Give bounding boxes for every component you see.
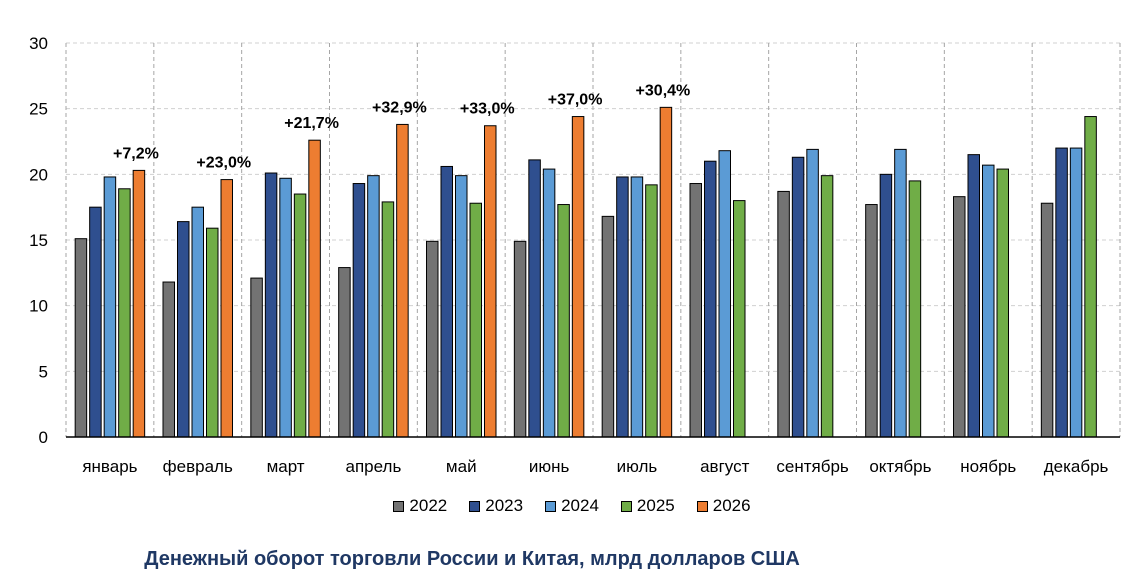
y-tick-label: 30 <box>29 34 48 53</box>
legend-swatch <box>393 500 405 512</box>
bar <box>440 165 453 438</box>
bar <box>571 116 585 438</box>
x-tick-label: январь <box>82 457 137 476</box>
bar <box>704 160 717 438</box>
bar <box>879 173 893 438</box>
x-tick-label: март <box>267 457 305 476</box>
bar <box>396 123 409 438</box>
x-tick-label: август <box>700 457 749 476</box>
data-annotation: +30,4% <box>636 82 691 99</box>
bar <box>1069 147 1083 438</box>
bar <box>557 204 570 438</box>
bar <box>689 183 702 438</box>
bar <box>1055 147 1068 438</box>
legend: 2022 2023 2024 2025 2026 <box>0 494 1144 518</box>
data-annotation: +21,7% <box>284 115 339 132</box>
legend-item: 2025 <box>620 496 675 516</box>
legend-item: 2022 <box>393 496 447 516</box>
bar <box>484 125 497 438</box>
data-annotation: +33,0% <box>460 101 515 118</box>
bar <box>967 154 980 438</box>
legend-label: 2023 <box>485 496 524 515</box>
bar <box>191 206 204 438</box>
bar <box>733 200 746 438</box>
legend-label: 2022 <box>409 496 448 515</box>
x-tick-label: ноябрь <box>960 457 1016 476</box>
bar <box>718 150 731 438</box>
bar <box>279 177 292 438</box>
bar <box>645 184 658 438</box>
legend-swatch <box>469 500 481 512</box>
bar <box>1040 202 1054 438</box>
bar <box>308 139 321 438</box>
y-tick-label: 15 <box>29 231 48 250</box>
legend-label: 2024 <box>561 496 599 515</box>
bar <box>250 277 263 438</box>
data-annotation: +32,9% <box>372 99 427 116</box>
bar <box>352 183 366 438</box>
bar <box>542 168 556 438</box>
bar <box>791 156 805 438</box>
bar <box>894 148 907 438</box>
bar <box>982 164 995 438</box>
bar <box>953 196 966 438</box>
x-tick-label: июль <box>617 457 658 476</box>
y-tick-label: 10 <box>29 297 48 316</box>
bar <box>426 240 439 438</box>
legend-item: 2024 <box>545 496 599 516</box>
x-tick-label: сентябрь <box>776 457 849 476</box>
bar <box>367 175 380 438</box>
y-tick-label: 20 <box>29 165 48 184</box>
bar <box>616 176 629 438</box>
bar <box>103 176 117 438</box>
bar <box>865 204 878 438</box>
bar <box>220 179 233 438</box>
bar <box>601 215 615 438</box>
legend-swatch <box>545 500 557 512</box>
bar <box>806 148 819 438</box>
x-tick-label: февраль <box>163 457 233 476</box>
bar <box>528 159 541 438</box>
y-tick-label: 0 <box>39 428 48 447</box>
bar <box>206 227 219 438</box>
x-tick-label: июнь <box>529 457 570 476</box>
bar <box>630 176 644 438</box>
bar <box>293 193 307 438</box>
x-tick-label: апрель <box>346 457 402 476</box>
legend-item: 2023 <box>469 496 523 516</box>
bar <box>469 202 482 438</box>
bar <box>118 188 131 438</box>
x-tick-label: декабрь <box>1044 457 1109 476</box>
bar <box>455 175 468 438</box>
bar <box>513 240 527 438</box>
bar <box>89 206 102 438</box>
legend-swatch <box>620 500 632 512</box>
y-tick-label: 5 <box>39 362 48 381</box>
data-annotation: +23,0% <box>196 155 251 172</box>
bar <box>908 180 922 438</box>
bar <box>132 169 146 438</box>
bar <box>177 221 190 438</box>
bar <box>996 168 1009 438</box>
bar <box>338 267 351 438</box>
data-annotation: +7,2% <box>113 145 159 162</box>
legend-item: 2026 <box>696 496 751 516</box>
chart-title: Денежный оборот торговли России и Китая,… <box>144 548 800 570</box>
bar <box>820 175 834 438</box>
y-tick-label: 25 <box>29 100 48 119</box>
data-annotation: +37,0% <box>548 92 603 109</box>
bar <box>777 190 790 438</box>
x-tick-label: май <box>446 457 477 476</box>
x-tick-label: октябрь <box>869 457 931 476</box>
bar <box>381 201 395 438</box>
bar <box>264 172 278 438</box>
bar <box>1084 116 1097 438</box>
legend-label: 2026 <box>712 496 751 515</box>
legend-label: 2025 <box>636 496 675 515</box>
bar <box>162 281 175 438</box>
legend-swatch <box>696 500 708 512</box>
bar <box>659 106 673 438</box>
bar <box>74 238 88 438</box>
